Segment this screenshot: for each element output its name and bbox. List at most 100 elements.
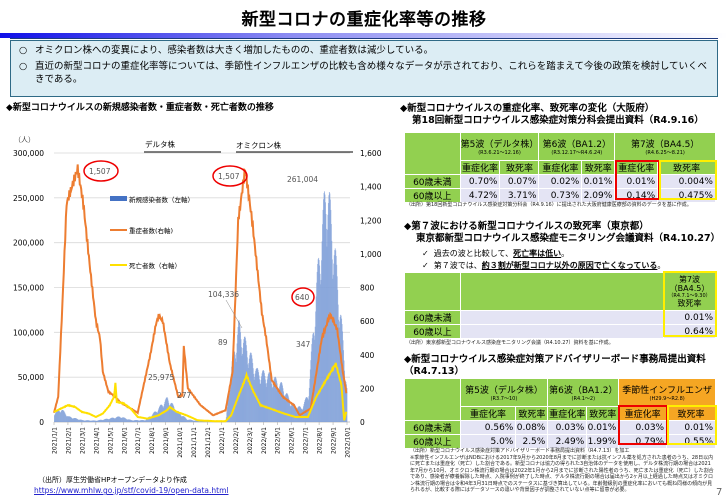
- infections-bar: [110, 418, 112, 422]
- infections-bar: [115, 417, 117, 422]
- deaths-line: [53, 362, 348, 423]
- infections-bar: [284, 396, 286, 422]
- group-header: 第6波（BA1.2） (R4.1～2): [547, 378, 620, 407]
- infections-bar: [74, 418, 75, 422]
- infections-bar: [285, 394, 287, 422]
- tokyo-fatality-table: 第7波 （BA4.5） （R4.7.1～9.30） 致死率 60歳未満 0.01% 60…: [404, 272, 716, 339]
- infections-bar: [324, 194, 326, 422]
- x-axis-tick: 2021/3/1: [79, 427, 86, 454]
- table-cell: 0.70%: [459, 174, 501, 189]
- infections-bar: [247, 364, 249, 422]
- infections-bar: [313, 335, 315, 422]
- infections-bar: [60, 412, 62, 422]
- infections-bar: [195, 420, 197, 422]
- infections-bar: [55, 411, 57, 422]
- infections-bar: [237, 334, 239, 422]
- infections-bar: [181, 416, 183, 422]
- annotation-severe-peak-2: 1,507: [218, 172, 240, 181]
- chart-source: （出所）厚生労働省HPオープンデータより作成: [38, 476, 187, 484]
- infections-bar: [90, 420, 92, 422]
- infections-bar: [278, 392, 280, 422]
- infections-bar: [325, 214, 327, 422]
- infections-bar: [64, 412, 66, 422]
- infections-bar: [67, 416, 69, 422]
- table1-source: （出所）第18回新型コロナウイルス感染症対策分科会（R4.9.16）に提出された…: [406, 202, 692, 208]
- infections-bar: [335, 255, 337, 422]
- infections-bar: [340, 314, 342, 422]
- infections-bar: [280, 382, 281, 422]
- infections-bar: [117, 416, 119, 422]
- right-axis-tick: 400: [360, 351, 375, 360]
- infections-bar: [143, 420, 145, 422]
- infections-bar: [277, 386, 279, 422]
- table-cell: 2.5%: [515, 434, 549, 449]
- infections-bar: [274, 377, 276, 422]
- infections-bar: [177, 411, 179, 422]
- annotation-deaths-delta: 277: [177, 391, 192, 400]
- infections-bar: [263, 373, 265, 422]
- infections-bar: [75, 418, 77, 422]
- infections-bar: [227, 398, 229, 422]
- infections-bar: [332, 274, 334, 422]
- infections-bar: [54, 414, 56, 422]
- infections-bar: [230, 374, 232, 422]
- infections-bar: [192, 420, 194, 422]
- right-axis-tick: 1,200: [360, 216, 382, 225]
- infections-bar: [315, 296, 317, 422]
- infections-bar: [305, 397, 307, 422]
- infections-bar: [245, 345, 247, 422]
- x-axis-tick: 2021/2/1: [65, 427, 72, 454]
- infections-bar: [86, 420, 88, 422]
- infections-bar: [233, 351, 235, 422]
- highlight-box-yellow: [663, 271, 717, 337]
- infections-bar: [137, 420, 138, 422]
- infections-bar: [182, 416, 184, 422]
- infections-bar: [330, 224, 332, 422]
- x-axis-tick: 2022/8/1: [317, 427, 324, 454]
- x-axis-tick: 2022/4/1: [261, 427, 268, 454]
- infections-bar: [282, 385, 283, 422]
- infections-bar: [335, 250, 337, 422]
- heading-line: （R4.7.13）: [404, 366, 464, 377]
- infections-bar: [129, 419, 131, 422]
- annotation-severe-peak-3: 640: [295, 293, 310, 302]
- infections-bar: [179, 413, 181, 422]
- infections-bar: [85, 420, 87, 422]
- infections-bar: [136, 420, 137, 422]
- infections-bar: [286, 393, 288, 422]
- infections-bar: [133, 420, 135, 422]
- infections-bar: [131, 420, 133, 422]
- table3-source: （出所）新型コロナウイルス感染症対策アドバイザリーボード事務局提出資料（R4.7…: [410, 448, 630, 454]
- infections-bar: [318, 257, 320, 422]
- infections-bar: [273, 378, 275, 422]
- infections-bar: [331, 259, 333, 422]
- infections-bar: [61, 409, 63, 422]
- infections-bar: [264, 379, 266, 422]
- infections-bar: [145, 419, 147, 422]
- infections-bar: [138, 420, 140, 422]
- infections-bar: [257, 369, 259, 422]
- note-item: ✓ 第７波では、約３割が新型コロナ以外の原因で亡くなっている。: [422, 261, 666, 270]
- infections-bar: [183, 416, 185, 422]
- infections-bar: [297, 407, 299, 422]
- row-label: 60歳未満: [404, 174, 461, 189]
- infections-bar: [331, 240, 333, 422]
- infections-bar: [310, 351, 312, 422]
- infections-bar: [98, 420, 100, 422]
- infections-bar: [177, 410, 178, 422]
- infections-bar: [156, 412, 157, 422]
- infections-bar: [235, 358, 237, 422]
- infections-bar: [303, 406, 304, 422]
- covid-trend-chart: 300,000 250,000 200,000 150,000 100,000 50,00…: [13, 136, 382, 458]
- row-label: 60歳以上: [404, 324, 461, 339]
- infections-bar: [321, 241, 323, 422]
- x-axis-tick: 2021/11/1: [191, 427, 198, 458]
- infections-bar: [287, 396, 289, 422]
- infections-bar: [316, 282, 318, 422]
- x-axis-tick: 2021/8/1: [149, 427, 156, 454]
- source-link[interactable]: https://www.mhlw.go.jp/stf/covid-19/open…: [34, 486, 229, 495]
- column-header: 重症化率: [547, 406, 588, 421]
- infections-bar: [231, 366, 233, 422]
- infections-bar: [105, 418, 107, 422]
- infections-bar: [173, 407, 175, 422]
